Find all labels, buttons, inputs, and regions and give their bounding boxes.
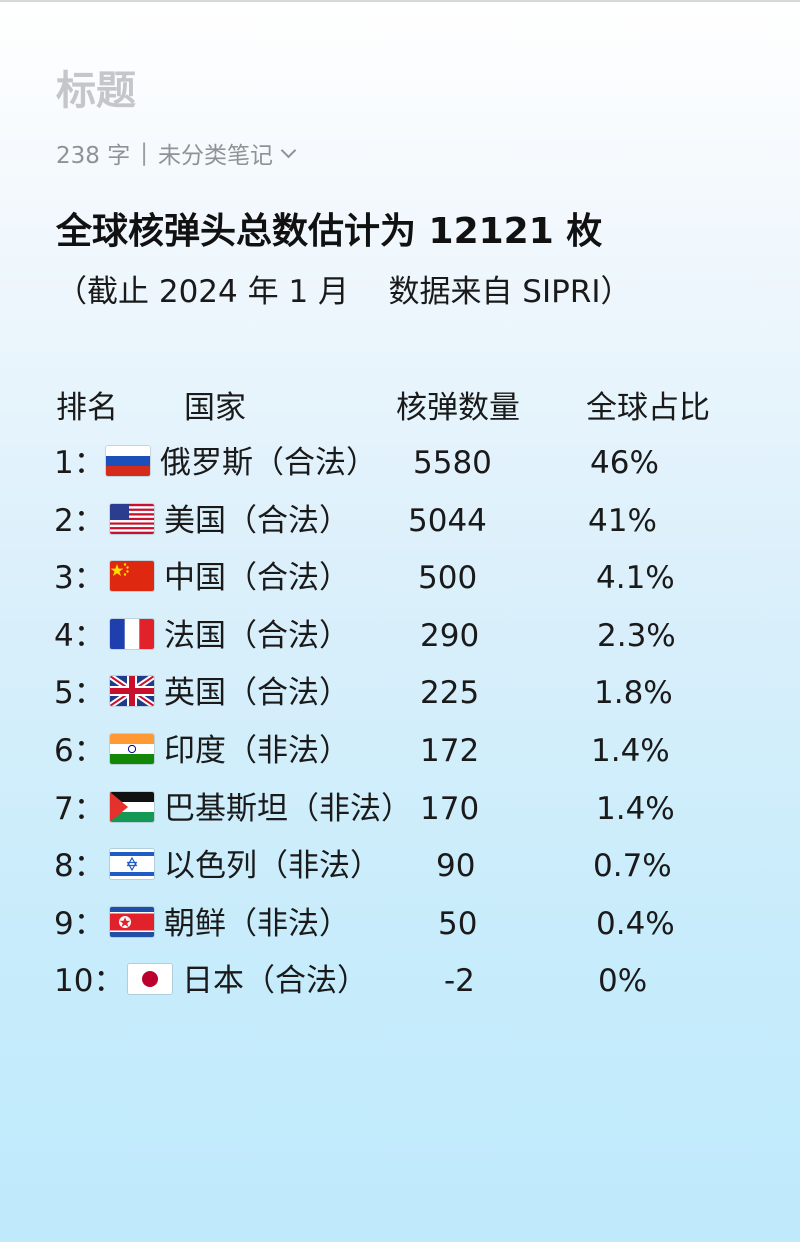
rank-cell: 4： [54, 617, 105, 654]
global-share-cell: 2.3% [597, 617, 676, 654]
warhead-count-cell: 225 [420, 675, 480, 712]
table-row: 5： 英国（合法） 225 1.8% [0, 670, 800, 728]
table-row: 1： 俄罗斯（合法） 5580 46% [0, 440, 800, 498]
country-name-cell: 中国（合法） [164, 560, 350, 597]
russia-flag-icon [106, 446, 150, 476]
warhead-count-cell: 5580 [413, 445, 492, 481]
rank-cell: 2： [54, 502, 105, 539]
global-share-cell: 0% [598, 963, 648, 1000]
country-name-cell: 英国（合法） [164, 675, 350, 712]
rank-cell: 10： [54, 963, 125, 1000]
country-name-cell: 法国（合法） [164, 617, 350, 654]
warhead-count-cell: -2 [444, 963, 475, 1000]
category-label: 未分类笔记 [157, 143, 273, 169]
uk-flag-icon [110, 676, 154, 707]
usa-flag-icon [110, 503, 154, 534]
table-row: 3： 中国（合法） 500 4.1% [0, 555, 800, 613]
india-flag-icon [110, 734, 154, 764]
country-name-cell: 巴基斯坦（非法） [164, 790, 412, 827]
rank-cell: 3： [54, 560, 105, 597]
rank-cell: 1： [54, 445, 105, 481]
country-name-cell: 日本（合法） [182, 963, 368, 1000]
table-row: 6： 印度（非法） 172 1.4% [0, 728, 800, 786]
note-title-field[interactable]: 标题 [56, 68, 136, 114]
window-top-edge [0, 0, 800, 2]
global-share-cell: 46% [590, 445, 659, 481]
table-row: 4： 法国（合法） 290 2.3% [0, 613, 800, 671]
warhead-count-cell: 90 [436, 848, 476, 885]
country-name-cell: 俄罗斯（合法） [160, 445, 377, 481]
header-count: 核弹数量 [396, 390, 520, 426]
chevron-down-icon[interactable] [280, 142, 297, 158]
global-share-cell: 4.1% [596, 560, 675, 597]
rank-cell: 9： [54, 905, 105, 942]
warhead-count-cell: 172 [420, 733, 480, 769]
warhead-count-cell: 5044 [408, 502, 487, 539]
north-korea-flag-icon [110, 906, 154, 937]
header-rank: 排名 [56, 390, 118, 426]
china-flag-icon [110, 561, 154, 592]
header-country: 国家 [184, 390, 246, 426]
france-flag-icon [110, 618, 154, 649]
note-meta: 238 字 | 未分类笔记 [56, 136, 297, 170]
word-count: 238 字 [56, 143, 131, 169]
table-row: 9： 朝鲜（非法） 50 0.4% [0, 901, 800, 959]
content-subheading: （截止 2024 年 1 月 数据来自 SIPRI） [56, 274, 632, 310]
warhead-count-cell: 290 [420, 617, 480, 654]
palestine-flag-icon [110, 791, 154, 822]
category-selector[interactable]: 未分类笔记 [157, 136, 297, 170]
table-row: 7： 巴基斯坦（非法） 170 1.4% [0, 786, 800, 844]
rank-cell: 6： [54, 733, 105, 769]
global-share-cell: 41% [588, 502, 657, 539]
rank-cell: 8： [54, 848, 105, 885]
country-name-cell: 以色列（非法） [164, 848, 381, 885]
country-name-cell: 印度（非法） [164, 733, 350, 769]
global-share-cell: 0.7% [593, 848, 672, 885]
country-name-cell: 美国（合法） [164, 502, 350, 539]
global-share-cell: 1.4% [591, 733, 670, 769]
header-share: 全球占比 [586, 390, 710, 426]
warhead-count-cell: 50 [438, 905, 478, 942]
warhead-count-cell: 500 [418, 560, 478, 597]
rank-cell: 7： [54, 790, 105, 827]
table-row: 10： 日本（合法） -2 0% [0, 958, 800, 1016]
content-heading: 全球核弹头总数估计为 12121 枚 [56, 211, 603, 252]
israel-flag-icon [110, 849, 154, 880]
rank-cell: 5： [54, 675, 105, 712]
global-share-cell: 1.8% [594, 675, 673, 712]
table-row: 8： 以色列（非法） 90 0.7% [0, 843, 800, 901]
global-share-cell: 1.4% [596, 790, 675, 827]
country-name-cell: 朝鲜（非法） [164, 905, 350, 942]
japan-flag-icon [128, 964, 172, 995]
global-share-cell: 0.4% [596, 905, 675, 942]
warhead-count-cell: 170 [420, 790, 480, 827]
meta-separator: | [140, 140, 148, 166]
table-row: 2： 美国（合法） 5044 41% [0, 498, 800, 556]
